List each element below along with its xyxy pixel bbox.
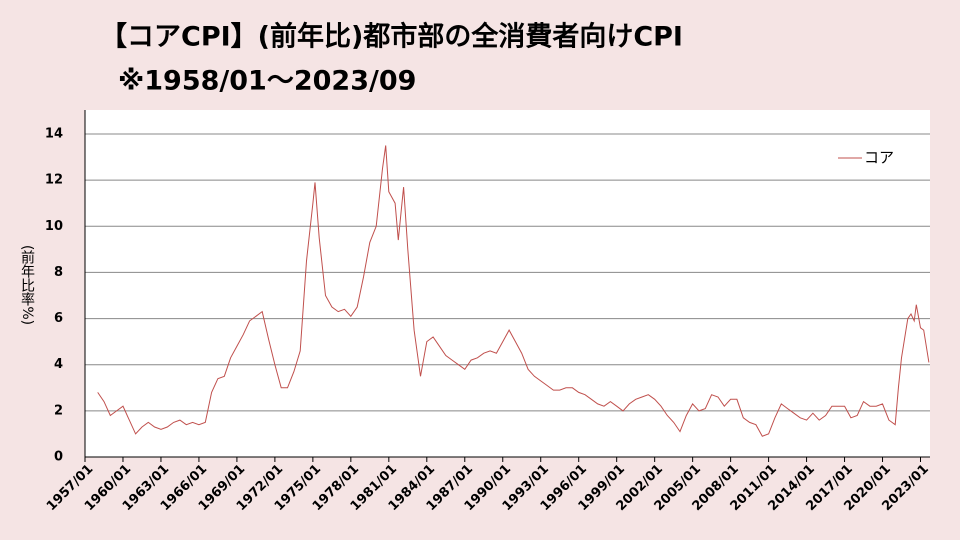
legend-label: コア: [864, 149, 894, 167]
y-tick-label: 10: [45, 219, 63, 234]
y-tick-label: 6: [54, 311, 63, 326]
y-axis-label: (前年比率%): [19, 245, 35, 325]
plot-area: [85, 110, 930, 457]
y-tick-label: 8: [54, 265, 63, 280]
chart-subtitle: ※1958/01～2023/09: [118, 66, 416, 97]
y-tick-label: 2: [54, 403, 63, 418]
y-tick-label: 14: [45, 127, 63, 142]
chart-title: 【コアCPI】(前年比)都市部の全消費者向けCPI: [100, 21, 683, 53]
y-tick-label: 12: [45, 173, 63, 188]
data-line: [97, 145, 930, 437]
y-tick-label: 4: [54, 357, 63, 372]
y-tick-label: 0: [54, 450, 63, 465]
